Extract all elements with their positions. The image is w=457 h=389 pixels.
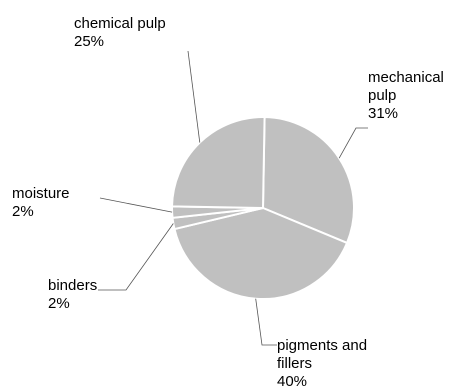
pie-slices (170, 115, 355, 300)
slice-percent-label: 2% (48, 295, 70, 312)
slice-percent-label: 31% (368, 105, 398, 122)
pie-slice (170, 116, 266, 210)
slice-name-label: pulp (368, 87, 396, 104)
slice-name-label: mechanical (368, 69, 444, 86)
slice-percent-label: 40% (277, 373, 307, 389)
leader-line (98, 223, 174, 291)
slice-name-label: chemical pulp (74, 15, 166, 32)
slice-percent-label: 2% (12, 203, 34, 220)
slice-name-label: binders (48, 277, 97, 294)
slice-name-label: moisture (12, 185, 70, 202)
pie-slice (173, 206, 349, 300)
leader-line (99, 197, 173, 213)
leader-line (255, 298, 277, 346)
leader-line (187, 50, 201, 143)
pie-slice (261, 115, 355, 245)
slice-name-label: pigments and (277, 337, 367, 354)
leader-lines (98, 50, 368, 346)
slice-name-label: fillers (277, 355, 312, 372)
slice-percent-label: 25% (74, 33, 104, 50)
leader-line (338, 127, 368, 159)
